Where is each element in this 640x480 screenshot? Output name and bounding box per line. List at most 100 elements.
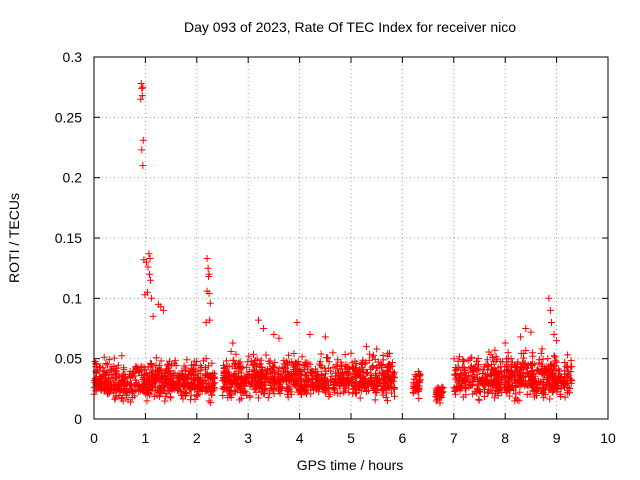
data-point [276, 384, 284, 392]
data-point [329, 349, 337, 357]
data-point [238, 389, 246, 397]
data-point [369, 353, 376, 361]
x-tick-label: 8 [501, 430, 509, 446]
data-point [252, 388, 260, 396]
data-point [300, 378, 308, 386]
data-point [106, 389, 113, 397]
data-point [379, 352, 387, 359]
data-point [157, 303, 165, 311]
data-point [474, 355, 482, 362]
data-point [118, 378, 126, 386]
data-point [147, 276, 154, 284]
data-point [388, 362, 396, 370]
y-axis-label: ROTI / TECUs [6, 193, 22, 283]
data-point [183, 356, 191, 364]
data-point [332, 361, 340, 369]
data-point [341, 387, 349, 395]
data-point [353, 380, 361, 388]
data-point [462, 384, 470, 392]
data-point [148, 294, 156, 302]
data-point [139, 136, 147, 144]
data-point [384, 397, 391, 405]
data-point [253, 383, 261, 391]
data-point [252, 382, 260, 390]
data-point [460, 357, 468, 365]
data-point [489, 354, 496, 362]
data-point [493, 372, 500, 380]
data-point [557, 393, 565, 400]
data-point [198, 364, 206, 371]
data-point [268, 384, 276, 392]
data-point [237, 380, 245, 388]
data-point [325, 358, 333, 366]
data-point [552, 367, 560, 375]
y-tick-label: 0.25 [55, 109, 82, 125]
data-point [219, 392, 227, 399]
data-point [174, 381, 182, 388]
data-point [287, 371, 295, 379]
data-point [512, 379, 520, 387]
x-tick-label: 3 [244, 430, 252, 446]
data-point [483, 356, 491, 364]
data-point [544, 355, 552, 363]
data-point [546, 306, 554, 314]
data-point [95, 364, 103, 372]
data-point [562, 363, 570, 371]
data-point [434, 391, 442, 399]
data-point [270, 364, 278, 371]
data-point [148, 387, 156, 395]
x-tick-label: 10 [600, 430, 616, 446]
data-point [118, 352, 126, 360]
data-point [298, 353, 306, 361]
data-point [455, 374, 463, 382]
data-point [567, 379, 575, 387]
data-point [357, 372, 365, 380]
data-point [137, 372, 145, 379]
data-point [230, 371, 238, 379]
data-point [236, 396, 244, 404]
data-point [293, 369, 301, 377]
data-point [459, 393, 467, 401]
data-point [123, 391, 130, 399]
data-point [253, 355, 261, 363]
data-point [153, 370, 161, 378]
data-point [379, 368, 387, 376]
chart-title: Day 093 of 2023, Rate Of TEC Index for r… [184, 19, 516, 35]
data-point [204, 264, 212, 272]
data-point [146, 391, 154, 399]
data-point [209, 387, 217, 395]
data-point [267, 374, 275, 382]
data-point [133, 366, 141, 374]
data-point [284, 361, 292, 369]
data-point [461, 385, 469, 392]
data-point [124, 396, 132, 404]
data-point [451, 370, 459, 378]
data-point [350, 385, 358, 392]
data-point [322, 370, 329, 378]
data-point [201, 365, 209, 373]
data-point [560, 382, 568, 390]
data-point [166, 393, 174, 401]
data-point [536, 381, 544, 389]
data-point [501, 363, 509, 371]
data-point [545, 294, 553, 302]
data-point [142, 258, 150, 266]
data-point [415, 387, 423, 395]
data-point [174, 386, 182, 394]
data-point [467, 382, 475, 390]
data-point [266, 389, 274, 397]
data-point [502, 376, 510, 384]
data-point [148, 363, 156, 371]
data-point [350, 365, 358, 373]
y-tick-label: 0.05 [55, 351, 82, 367]
data-point [538, 390, 546, 397]
data-point [249, 377, 256, 385]
data-point [363, 388, 370, 395]
data-point [380, 386, 387, 394]
data-point [527, 328, 535, 336]
data-point [250, 350, 257, 358]
data-point [564, 370, 572, 378]
data-point [557, 373, 565, 381]
data-point [436, 388, 444, 396]
data-point [374, 385, 382, 393]
